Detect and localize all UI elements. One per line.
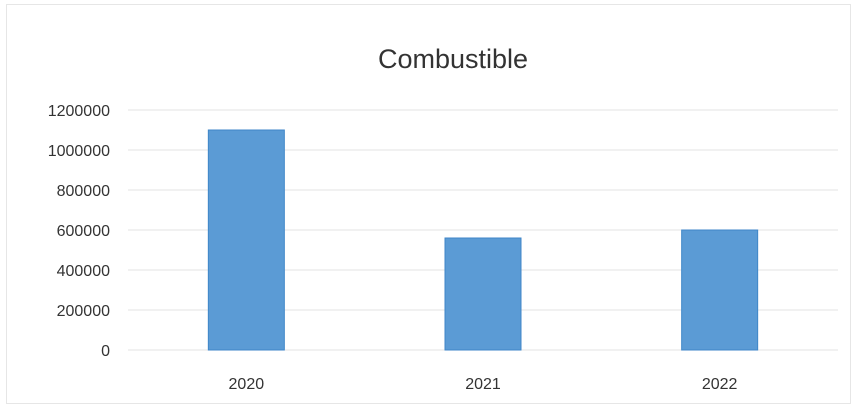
y-tick-label: 0 <box>101 343 110 360</box>
y-axis-tick-labels: 0 200000 400000 600000 800000 1000000 1200000 <box>48 103 110 360</box>
x-tick-label: 2022 <box>702 376 738 393</box>
bar-2021 <box>444 237 522 351</box>
y-tick-label: 600000 <box>57 223 110 240</box>
x-tick-label: 2021 <box>465 376 501 393</box>
y-tick-label: 800000 <box>57 183 110 200</box>
bar-2022 <box>681 229 759 351</box>
x-tick-label: 2020 <box>229 376 265 393</box>
bars <box>207 129 759 351</box>
x-axis-tick-labels: 2020 2021 2022 <box>229 376 738 393</box>
y-tick-label: 400000 <box>57 263 110 280</box>
y-tick-label: 200000 <box>57 303 110 320</box>
y-tick-label: 1000000 <box>48 143 110 160</box>
y-tick-label: 1200000 <box>48 103 110 120</box>
chart-title: Combustible <box>378 44 528 74</box>
bar-2020 <box>207 129 285 351</box>
